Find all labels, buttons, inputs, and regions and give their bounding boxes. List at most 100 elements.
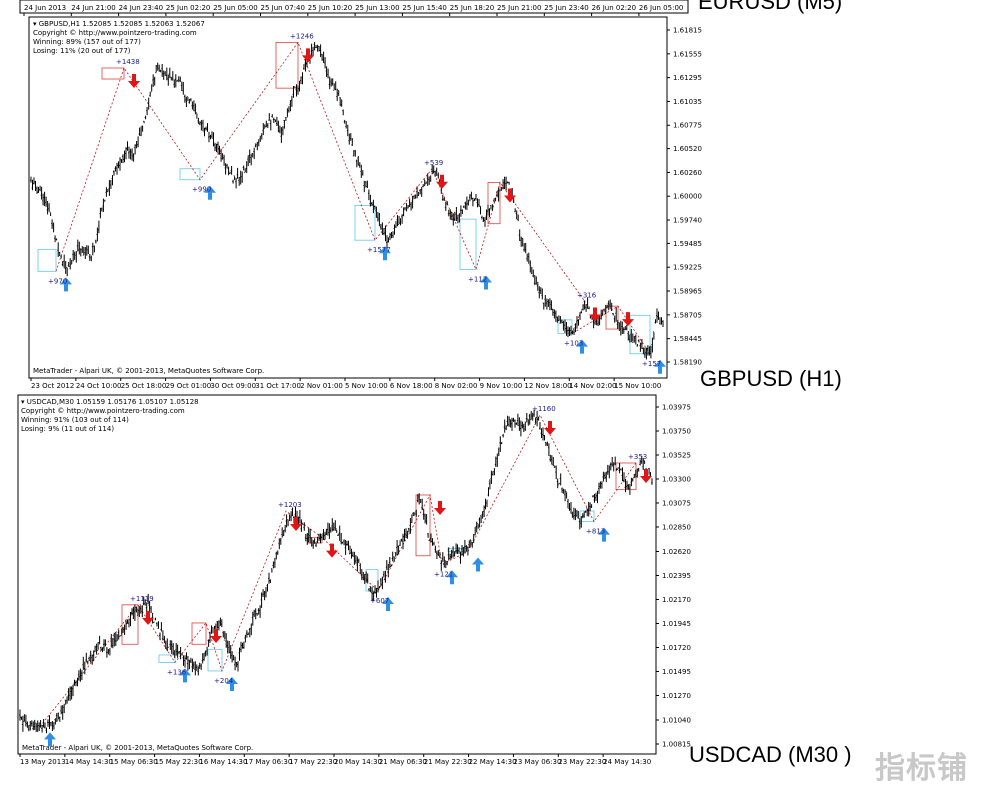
time-label: 22 May 14:30 [469,758,517,766]
time-label: 8 Nov 02:00 [435,382,478,390]
price-label: 1.02850 [662,523,691,531]
trade-result-label: +353 [628,453,647,461]
time-label: 13 May 2013 [20,758,66,766]
sell-arrow-icon [589,307,601,322]
trade-result-label: +1160 [532,405,556,413]
gbpusd-copyright: Copyright © http://www.pointzero-trading… [33,29,197,37]
usdcad-price-bars [19,409,653,734]
buy-arrow-icon [382,596,394,611]
price-label: 1.58190 [673,359,702,367]
gbpusd-zigzag [55,41,651,355]
time-label: 12 Nov 18:00 [524,382,571,390]
price-label: 1.58445 [673,335,702,343]
zigzag-line [55,41,651,355]
sell-arrow-icon [142,610,154,625]
trade-result-label: +157 [642,360,661,368]
price-label: 1.58705 [673,311,702,319]
sell-arrow-icon [504,188,516,203]
gbpusd-header-line: GBPUSD,H1 1.52085 1.52085 1.52063 1.5206… [38,20,205,28]
trade-result-label: +1577 [367,246,391,254]
usdcad-caption: USDCAD (M30 ) [689,742,852,767]
time-label: 21 May 22:30 [424,758,472,766]
gbpusd-chart: 1.61815 1.61555 1.61295 1.61035 1.60775 1.605… [28,16,702,390]
eurusd-caption: EURUSD (M5) [698,0,843,14]
time-label: 21 May 06:30 [379,758,427,766]
price-label: 1.03975 [662,404,691,412]
time-label: 24 May 14:30 [603,758,651,766]
time-label: 25 Jun 10:20 [308,4,352,12]
gbpusd-price-axis: 1.61815 1.61555 1.61295 1.61035 1.60775 1.605… [667,27,702,367]
time-label: 25 Jun 21:00 [497,4,541,12]
price-label: 1.61555 [673,50,702,58]
time-label: 23 May 06:30 [513,758,561,766]
trade-result-label: +204 [214,677,234,685]
trade-result-label: +1119 [130,595,154,603]
trade-result-label: +316 [577,292,597,300]
buy-arrow-icon [179,668,191,683]
trade-result-label: +1246 [290,32,314,40]
price-label: 1.03750 [662,427,691,435]
usdcad-losing-stat: Losing: 9% (11 out of 114) [21,425,115,433]
time-label: 15 Nov 10:00 [614,382,661,390]
trade-result-label: +813 [586,528,605,536]
buy-arrow-icon [446,570,458,585]
sell-arrow-icon [210,628,222,643]
time-label: 6 Nov 18:00 [390,382,433,390]
trade-result-label: +1203 [278,501,302,509]
price-label: 1.61815 [673,27,702,35]
trade-result-label: +970 [48,277,67,285]
time-label: 16 May 14:30 [199,758,247,766]
price-label: 1.61295 [673,74,702,82]
time-label: 25 Jun 13:00 [355,4,399,12]
price-label: 1.02170 [662,596,691,604]
time-label: 9 Nov 10:00 [480,382,523,390]
gbpusd-caption: GBPUSD (H1) [700,366,842,391]
time-label: 25 Jun 05:00 [213,4,257,12]
price-label: 1.02395 [662,572,691,580]
time-label: 29 Oct 01:00 [166,382,212,390]
sell-arrow-icon [128,74,140,89]
price-label: 1.60520 [673,145,702,153]
time-label: 23 May 22:30 [558,758,606,766]
buy-arrow-icon [654,359,666,374]
buy-arrow-icon [480,275,492,290]
price-label: 1.01495 [662,668,691,676]
buy-arrow-icon [60,277,72,292]
trade-box [459,218,477,270]
time-label: 31 Oct 17:00 [255,382,301,390]
time-label: 15 May 06:30 [110,758,158,766]
price-label: 1.01720 [662,644,691,652]
dropdown-triangle-icon[interactable]: ▾ [33,20,39,28]
buy-arrow-icon [472,557,484,572]
sell-arrow-icon [302,48,314,63]
time-label: 25 Jun 15:40 [402,4,446,12]
watermark-logo: 指标铺 [875,751,968,786]
price-label: 1.01270 [662,692,691,700]
usdcad-info-panel: ▾ USDCAD,M30 1.05159 1.05176 1.05107 1.0… [21,398,199,434]
time-label: 5 Nov 10:00 [345,382,388,390]
trade-result-label: +112 [468,275,487,283]
buy-arrow-icon [576,339,588,354]
time-label: 15 May 22:30 [155,758,203,766]
buy-arrow-icon [204,185,216,200]
time-label: 17 May 06:30 [244,758,292,766]
sell-arrow-icon [436,174,448,189]
buy-arrow-icon [226,676,238,691]
gbpusd-signal-arrows [60,48,666,374]
dropdown-triangle-icon[interactable]: ▾ [21,398,27,406]
time-label: 2 Nov 01:00 [300,382,343,390]
gbpusd-trade-boxes [37,41,651,355]
gbpusd-time-axis: 23 Oct 2012 24 Oct 10:00 25 Oct 18:00 29 Oc… [30,378,661,390]
time-label: 24 Jun 2013 [24,4,66,12]
trade-result-label: +539 [424,159,443,167]
price-label: 1.00815 [662,741,691,749]
trade-box [191,622,207,645]
sell-arrow-icon [326,543,338,558]
price-label: 1.61035 [673,98,702,106]
time-label: 14 Nov 02:00 [569,382,616,390]
gbpusd-trade-labels: +970 +1438 +990 +1246 +1577 +539 +112 +316 +103 +… [48,32,661,367]
gbpusd-losing-stat: Losing: 11% (20 out of 177) [33,47,131,55]
trade-box [121,604,139,645]
price-label: 1.02620 [662,548,691,556]
